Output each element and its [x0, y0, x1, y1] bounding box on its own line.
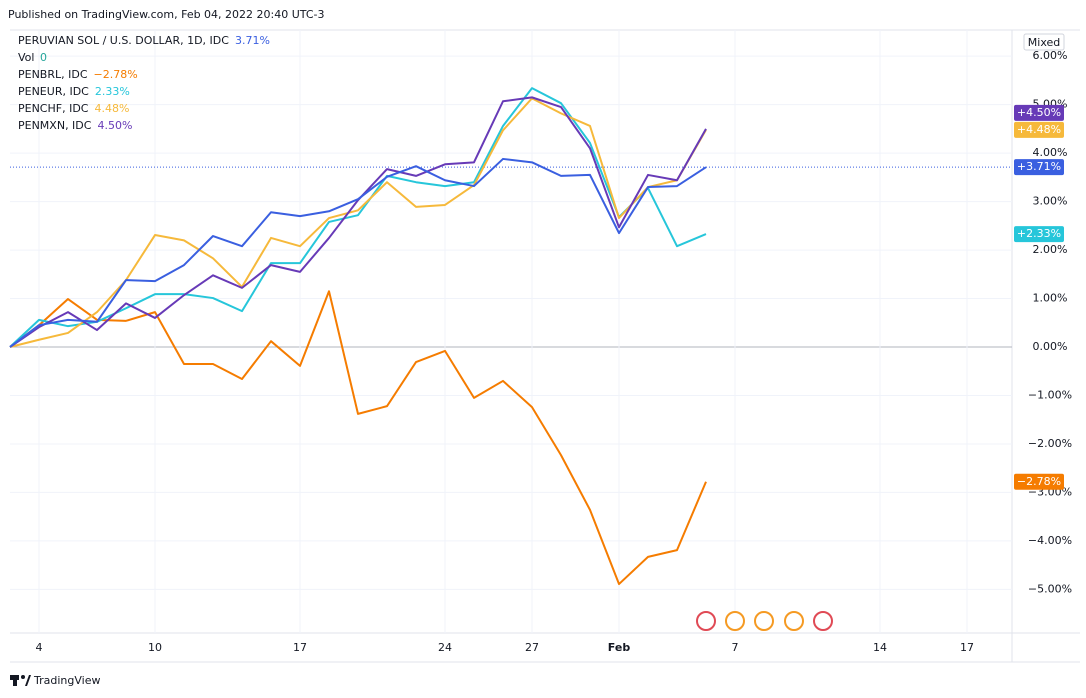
series-lines — [9, 87, 707, 586]
axes: 6.00%5.00%4.00%3.00%2.00%1.00%0.00%−1.00… — [36, 49, 1073, 654]
x-tick-label: 14 — [873, 641, 887, 654]
price-tag-label: +3.71% — [1017, 160, 1061, 173]
brand-name[interactable]: TradingView — [33, 674, 100, 687]
event-flags[interactable] — [696, 611, 833, 631]
legend: Vol 0 PERUVIAN SOL / U.S. DOLLAR, 1D, ID… — [18, 34, 270, 132]
y-tick-label: 2.00% — [1033, 243, 1068, 256]
x-tick-label: 27 — [525, 641, 539, 654]
price-tag-label: +2.33% — [1017, 227, 1061, 240]
price-tag — [1014, 121, 1064, 138]
y-tick-label: 4.00% — [1033, 146, 1068, 159]
grid — [10, 30, 1012, 633]
x-tick-label: 17 — [960, 641, 974, 654]
legend-name: PENEUR, IDC — [18, 85, 89, 98]
series-line — [9, 87, 707, 348]
mixed-button-box[interactable] — [1023, 33, 1065, 51]
legend-name: PERUVIAN SOL / U.S. DOLLAR, 1D, IDC — [18, 34, 229, 47]
legend-name: PENBRL, IDC — [18, 68, 88, 81]
scale-mode-button[interactable]: Mixed — [1023, 33, 1065, 51]
price-tag-label: +4.48% — [1017, 123, 1061, 136]
price-tag — [1014, 473, 1064, 490]
brand-logo-bar[interactable] — [10, 675, 19, 680]
y-tick-label: 0.00% — [1033, 340, 1068, 353]
y-tick-label: 6.00% — [1033, 49, 1068, 62]
price-tag-label: −2.78% — [1017, 475, 1061, 488]
published-note: Published on TradingView.com, Feb 04, 20… — [8, 8, 325, 21]
event-flag[interactable] — [813, 611, 833, 631]
x-tick-label: 17 — [293, 641, 307, 654]
brand-logo-dot[interactable] — [21, 675, 25, 679]
y-tick-label: −1.00% — [1028, 388, 1072, 401]
legend-name: PENCHF, IDC — [18, 102, 89, 115]
event-flag[interactable] — [725, 611, 745, 631]
legend-value: 4.48% — [94, 102, 129, 115]
legend-value: 3.71% — [235, 34, 270, 47]
brand-logo-stem[interactable] — [13, 680, 17, 686]
series-line — [9, 157, 707, 348]
price-tag — [1014, 159, 1064, 176]
x-tick-label: 7 — [732, 641, 739, 654]
volume-value: 0 — [40, 51, 47, 64]
y-tick-label: 1.00% — [1033, 292, 1068, 305]
mixed-button-label[interactable]: Mixed — [1028, 36, 1060, 49]
price-tag-label: +4.50% — [1017, 106, 1061, 119]
event-flag[interactable] — [784, 611, 804, 631]
event-flag[interactable] — [696, 611, 716, 631]
y-tick-label: 3.00% — [1033, 195, 1068, 208]
x-tick-label: Feb — [608, 641, 631, 654]
x-tick-label: 10 — [148, 641, 162, 654]
price-tag — [1014, 226, 1064, 243]
event-flag[interactable] — [754, 611, 774, 631]
brand-logo-slash[interactable] — [25, 675, 31, 686]
volume-label: Vol — [18, 51, 34, 64]
series-line — [9, 290, 707, 586]
x-tick-label: 24 — [438, 641, 452, 654]
legend-value: 2.33% — [95, 85, 130, 98]
y-tick-label: −2.00% — [1028, 437, 1072, 450]
footer-brand[interactable]: TradingView — [10, 674, 100, 687]
y-tick-label: −5.00% — [1028, 582, 1072, 595]
legend-value: −2.78% — [94, 68, 138, 81]
y-tick-label: −4.00% — [1028, 534, 1072, 547]
x-tick-label: 4 — [36, 641, 43, 654]
legend-name: PENMXN, IDC — [18, 119, 92, 132]
legend-value: 4.50% — [97, 119, 132, 132]
price-tag — [1014, 104, 1064, 121]
